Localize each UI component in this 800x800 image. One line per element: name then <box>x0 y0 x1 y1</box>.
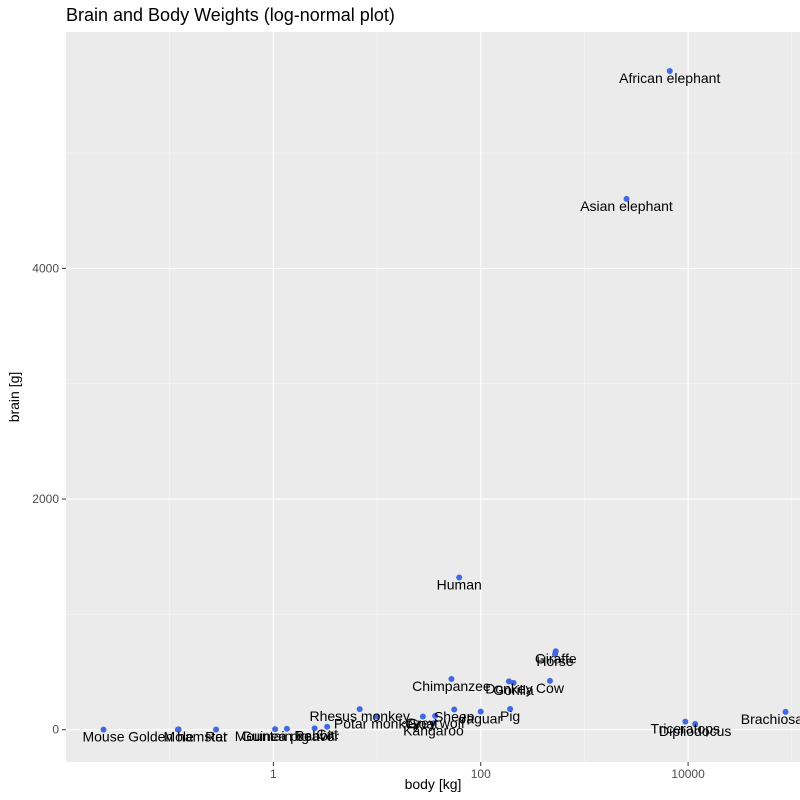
data-point <box>682 718 689 725</box>
point-label: Golden hamster <box>128 729 228 745</box>
data-point <box>419 713 426 720</box>
data-point <box>451 706 458 713</box>
point-label: Dipliodocus <box>659 723 731 739</box>
x-axis: 1 100 10000 <box>270 762 705 781</box>
point-label: Mouse <box>82 729 124 745</box>
y-tick-label: 2000 <box>32 492 59 506</box>
point-label: Cow <box>536 680 565 696</box>
point-label: Kangaroo <box>403 722 464 738</box>
data-point <box>623 195 630 202</box>
point-label: Gorilla <box>493 682 534 698</box>
point-label: Triceratops <box>651 721 721 737</box>
data-point <box>100 726 107 733</box>
data-point <box>374 713 381 720</box>
data-point <box>283 725 290 732</box>
minor-grid <box>66 32 800 762</box>
data-point <box>432 712 439 719</box>
data-point <box>477 708 484 715</box>
y-tick-label: 0 <box>52 723 59 737</box>
data-points <box>100 67 789 733</box>
data-point <box>546 677 553 684</box>
point-label: Chimpanzee <box>412 678 491 694</box>
point-label: Jaguar <box>459 711 502 727</box>
data-point <box>692 720 699 727</box>
point-label: Giraffe <box>535 650 577 666</box>
point-label: Human <box>437 576 482 592</box>
point-label: Goat <box>408 715 438 731</box>
x-tick-label: 1 <box>270 767 277 781</box>
data-point <box>507 705 514 712</box>
data-point <box>782 708 789 715</box>
y-axis-title: brain [g] <box>6 372 22 423</box>
point-label: Rat <box>205 728 227 744</box>
point-label: African elephant <box>619 70 720 86</box>
point-label: Mole <box>163 728 194 744</box>
data-point <box>448 675 455 682</box>
plot-panel <box>66 32 800 762</box>
point-label: Cat <box>316 726 338 742</box>
data-point <box>175 726 182 733</box>
x-tick-label: 10000 <box>671 767 705 781</box>
data-point <box>666 67 673 74</box>
x-tick-label: 100 <box>471 767 491 781</box>
point-label: Horse <box>536 653 574 669</box>
point-label: Sheep <box>434 709 475 725</box>
data-point <box>311 725 318 732</box>
chart-title: Brain and Body Weights (log-normal plot) <box>66 5 395 25</box>
data-point <box>272 726 279 733</box>
data-point <box>430 720 437 727</box>
data-point <box>510 679 517 686</box>
y-axis: 0 2000 4000 <box>32 261 66 737</box>
x-axis-title: body [kg] <box>405 776 462 792</box>
data-point <box>456 574 463 581</box>
point-label: Asian elephant <box>580 198 673 214</box>
data-point <box>213 726 220 733</box>
point-label: Rabbit <box>294 727 335 743</box>
data-point <box>324 723 331 730</box>
data-point <box>505 678 512 685</box>
y-tick-label: 4000 <box>32 261 59 275</box>
data-point <box>552 648 559 655</box>
major-grid <box>66 32 800 762</box>
point-label: Potar monkey <box>334 715 420 731</box>
point-label: Rhesus monkey <box>309 708 409 724</box>
point-label: Mountain beaver <box>235 728 340 744</box>
point-label: Grey wolf <box>406 715 465 731</box>
data-point <box>356 706 363 713</box>
point-label: Brachiosaurus <box>741 711 800 727</box>
point-label: Pig <box>500 708 520 724</box>
point-label: Guinea pig <box>241 728 309 744</box>
point-label: Donkey <box>485 680 532 696</box>
